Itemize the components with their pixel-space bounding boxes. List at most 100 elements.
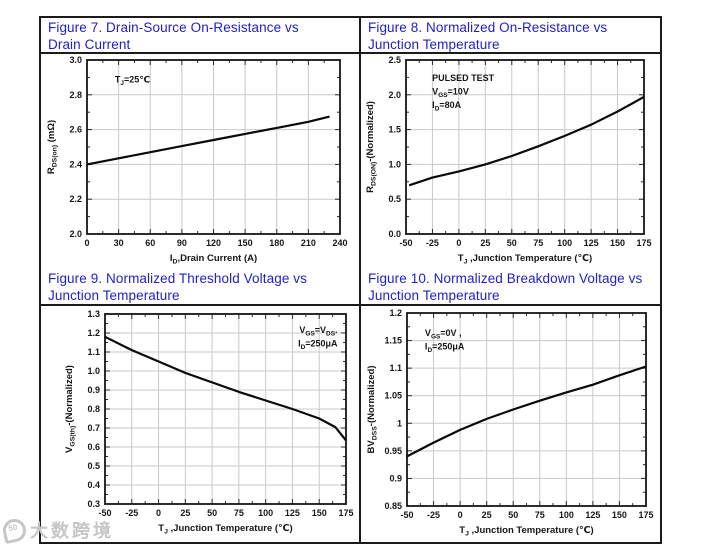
svg-text:0.85: 0.85 — [384, 501, 402, 511]
svg-text:0.5: 0.5 — [87, 461, 100, 471]
figure9-title: Figure 9. Normalized Threshold Voltage v… — [41, 268, 359, 306]
svg-text:1.15: 1.15 — [384, 336, 402, 346]
svg-text:30: 30 — [114, 238, 124, 248]
svg-text:-50: -50 — [400, 510, 413, 520]
svg-text:1.0: 1.0 — [388, 159, 401, 169]
svg-text:0.9: 0.9 — [87, 385, 100, 395]
svg-text:0.7: 0.7 — [87, 423, 100, 433]
svg-text:-25: -25 — [427, 510, 440, 520]
svg-text:VGS=VDS.: VGS=VDS. — [299, 325, 337, 337]
svg-text:VGS=0V ,: VGS=0V , — [425, 328, 462, 340]
chart-svg: -50 -25 0 25 50 75 100 125 150 175 0.0 0.5 1.0 1.5 2.0… — [365, 55, 652, 265]
svg-text:60: 60 — [145, 238, 155, 248]
svg-text:1.5: 1.5 — [388, 125, 401, 135]
figure10-panel: Figure 10. Normalized Breakdown Voltage … — [361, 268, 660, 542]
svg-text:TJ ,Junction Temperature (℃): TJ ,Junction Temperature (℃) — [458, 253, 592, 265]
figure9-panel: Figure 9. Normalized Threshold Voltage v… — [41, 268, 361, 542]
svg-text:125: 125 — [285, 508, 300, 518]
svg-text:1.3: 1.3 — [87, 309, 100, 319]
figure7-chart: 0 30 60 90 120 150 180 210 240 2.0 2.2 2.4 2.6 2.8 3.0… — [41, 54, 359, 268]
svg-text:125: 125 — [585, 510, 600, 520]
svg-text:2.2: 2.2 — [69, 194, 82, 204]
watermark-logo-icon: 50 — [0, 516, 29, 544]
svg-text:-25: -25 — [426, 238, 439, 248]
svg-text:ID,Drain Current (A): ID,Drain Current (A) — [170, 253, 257, 265]
svg-text:0.6: 0.6 — [87, 442, 100, 452]
svg-text:0.0: 0.0 — [388, 229, 401, 239]
svg-text:2.5: 2.5 — [388, 55, 401, 65]
svg-text:0.5: 0.5 — [388, 194, 401, 204]
svg-text:25: 25 — [180, 508, 190, 518]
svg-text:210: 210 — [301, 238, 316, 248]
svg-text:0: 0 — [458, 510, 463, 520]
svg-text:-50: -50 — [399, 238, 412, 248]
svg-text:TJ ,Junction Temperature (℃): TJ ,Junction Temperature (℃) — [459, 525, 593, 537]
watermark-text: 大数跨境 — [30, 521, 114, 541]
svg-text:175: 175 — [636, 238, 651, 248]
svg-text:ID=250μA: ID=250μA — [425, 342, 465, 354]
svg-text:-25: -25 — [125, 508, 138, 518]
svg-text:RDS(ON)-(Normalized): RDS(ON)-(Normalized) — [365, 101, 377, 193]
chart-svg: -50 -25 0 25 50 75 100 125 150 175 0.3 0.4 0.5 0.6 0.7… — [64, 309, 354, 535]
svg-text:2.6: 2.6 — [69, 125, 82, 135]
svg-text:175: 175 — [638, 510, 653, 520]
svg-text:ID=250μA: ID=250μA — [298, 339, 338, 351]
svg-text:180: 180 — [269, 238, 284, 248]
svg-text:1: 1 — [397, 418, 402, 428]
svg-text:50: 50 — [508, 510, 518, 520]
svg-text:TJ ,Junction Temperature (℃): TJ ,Junction Temperature (℃) — [158, 523, 292, 535]
chart-svg: -50 -25 0 25 50 75 100 125 150 175 0.85 0.9 0.95 1 1.0… — [366, 308, 654, 537]
svg-text:0.9: 0.9 — [389, 473, 402, 483]
figure7-panel: Figure 7. Drain-Source On-Resistance vs … — [41, 18, 361, 268]
svg-text:1.0: 1.0 — [87, 366, 100, 376]
svg-text:-50: -50 — [98, 508, 111, 518]
svg-text:150: 150 — [312, 508, 327, 518]
svg-text:0.95: 0.95 — [384, 446, 402, 456]
svg-text:1.2: 1.2 — [389, 308, 402, 318]
svg-text:PULSED TEST: PULSED TEST — [432, 73, 495, 83]
svg-text:1.05: 1.05 — [384, 391, 402, 401]
figure8-title: Figure 8. Normalized On-Resistance vs Ju… — [361, 18, 660, 54]
svg-text:1.1: 1.1 — [389, 363, 402, 373]
svg-text:150: 150 — [610, 238, 625, 248]
svg-text:90: 90 — [177, 238, 187, 248]
svg-text:125: 125 — [584, 238, 599, 248]
svg-text:50: 50 — [507, 238, 517, 248]
svg-text:0.4: 0.4 — [87, 480, 100, 490]
figure7-title: Figure 7. Drain-Source On-Resistance vs … — [41, 18, 359, 54]
svg-text:25: 25 — [480, 238, 490, 248]
svg-text:BVDSS-(Normalized): BVDSS-(Normalized) — [366, 366, 378, 454]
svg-text:0: 0 — [156, 508, 161, 518]
figures-grid: Figure 7. Drain-Source On-Resistance vs … — [39, 16, 662, 544]
svg-text:100: 100 — [557, 238, 572, 248]
svg-text:1.2: 1.2 — [87, 328, 100, 338]
svg-text:100: 100 — [258, 508, 273, 518]
svg-text:2.4: 2.4 — [69, 159, 82, 169]
svg-text:240: 240 — [332, 238, 347, 248]
svg-text:0: 0 — [456, 238, 461, 248]
svg-text:120: 120 — [206, 238, 221, 248]
figure10-chart: -50 -25 0 25 50 75 100 125 150 175 0.85 0.9 0.95 1 1.0… — [361, 306, 660, 542]
svg-text:1.1: 1.1 — [87, 347, 100, 357]
svg-text:150: 150 — [238, 238, 253, 248]
svg-text:RDS(on) (mΩ): RDS(on) (mΩ) — [46, 120, 58, 174]
svg-text:ID=80A: ID=80A — [432, 100, 461, 112]
svg-text:150: 150 — [612, 510, 627, 520]
svg-text:175: 175 — [338, 508, 353, 518]
svg-text:0: 0 — [84, 238, 89, 248]
figure8-chart: -50 -25 0 25 50 75 100 125 150 175 0.0 0.5 1.0 1.5 2.0… — [361, 54, 660, 268]
svg-text:VGS=10V: VGS=10V — [432, 86, 469, 98]
svg-text:0.8: 0.8 — [87, 404, 100, 414]
watermark: 50 大数跨境 — [0, 516, 114, 544]
svg-text:2.0: 2.0 — [69, 229, 82, 239]
figure10-title: Figure 10. Normalized Breakdown Voltage … — [361, 268, 660, 306]
svg-text:50: 50 — [207, 508, 217, 518]
svg-text:0.3: 0.3 — [87, 499, 100, 509]
figure9-chart: -50 -25 0 25 50 75 100 125 150 175 0.3 0.4 0.5 0.6 0.7… — [41, 306, 359, 542]
svg-text:3.0: 3.0 — [69, 55, 82, 65]
svg-text:75: 75 — [533, 238, 543, 248]
svg-text:75: 75 — [234, 508, 244, 518]
svg-text:VGS(th)-(Normalized): VGS(th)-(Normalized) — [64, 365, 76, 453]
chart-svg: 0 30 60 90 120 150 180 210 240 2.0 2.2 2.4 2.6 2.8 3.0… — [46, 55, 348, 265]
svg-text:2.8: 2.8 — [69, 90, 82, 100]
